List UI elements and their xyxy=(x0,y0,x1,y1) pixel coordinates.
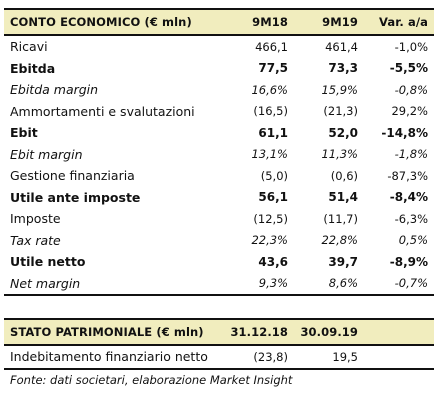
row-change: -1,0% xyxy=(394,39,428,54)
row-change: -0,8% xyxy=(394,82,428,97)
row-change: 0,5% xyxy=(398,233,428,248)
row-value: (12,5) xyxy=(253,211,288,226)
table-row: Ebitda margin 16,6% 15,9% -0,8% xyxy=(4,79,434,101)
row-value: 52,0 xyxy=(328,125,358,140)
header-var-aa: Var. a/a xyxy=(379,15,428,29)
row-value: 56,1 xyxy=(258,190,288,205)
table-row: Utile netto 43,6 39,7 -8,9% xyxy=(4,251,434,273)
row-label: Ricavi xyxy=(10,39,48,55)
row-value: 22,3% xyxy=(251,233,288,248)
row-value: (5,0) xyxy=(260,168,288,183)
table-row: Tax rate 22,3% 22,8% 0,5% xyxy=(4,230,434,252)
table-row: Net margin 9,3% 8,6% -0,7% xyxy=(4,272,434,296)
row-change: -5,5% xyxy=(389,61,428,76)
row-change: -6,3% xyxy=(394,211,428,226)
row-value: 16,6% xyxy=(251,82,288,97)
balance-sheet-header: STATO PATRIMONIALE (€ mln) 31.12.18 30.0… xyxy=(4,319,434,345)
header-9m19: 9M19 xyxy=(322,15,358,29)
row-value: 13,1% xyxy=(251,147,288,162)
row-change: -8,9% xyxy=(389,254,428,269)
income-statement-header: CONTO ECONOMICO (€ mln) 9M18 9M19 Var. a… xyxy=(4,9,434,35)
row-change: -87,3% xyxy=(387,168,428,183)
table-row: Ebit margin 13,1% 11,3% -1,8% xyxy=(4,144,434,166)
row-label: Ammortamenti e svalutazioni xyxy=(10,103,195,119)
table-row: Utile ante imposte 56,1 51,4 -8,4% xyxy=(4,187,434,209)
table-row: Ebit 61,1 52,0 -14,8% xyxy=(4,122,434,144)
row-value: (11,7) xyxy=(323,211,358,226)
row-value: (0,6) xyxy=(330,168,358,183)
header-31-12-18: 31.12.18 xyxy=(230,325,288,339)
row-value: 77,5 xyxy=(258,61,288,76)
row-value: 51,4 xyxy=(328,190,358,205)
income-statement-table: CONTO ECONOMICO (€ mln) 9M18 9M19 Var. a… xyxy=(4,8,434,296)
row-label: Utile ante imposte xyxy=(10,189,141,205)
row-change: 29,2% xyxy=(391,104,428,119)
row-value: 22,8% xyxy=(321,233,358,248)
balance-sheet-title: STATO PATRIMONIALE (€ mln) xyxy=(10,325,204,339)
row-label: Ebit margin xyxy=(10,146,83,162)
table-row: Gestione finanziaria (5,0) (0,6) -87,3% xyxy=(4,165,434,187)
balance-sheet-table: STATO PATRIMONIALE (€ mln) 31.12.18 30.0… xyxy=(4,318,434,370)
row-change: -1,8% xyxy=(394,147,428,162)
row-label: Tax rate xyxy=(10,232,61,248)
row-label: Ebitda margin xyxy=(10,82,99,98)
row-value: (16,5) xyxy=(253,104,288,119)
source-footnote: Fonte: dati societari, elaborazione Mark… xyxy=(10,373,293,387)
table-row: Ricavi 466,1 461,4 -1,0% xyxy=(4,35,434,58)
table-row: Imposte (12,5) (11,7) -6,3% xyxy=(4,208,434,230)
row-label: Ebit xyxy=(10,125,38,141)
row-value: 19,5 xyxy=(294,345,364,370)
table-row: Indebitamento finanziario netto (23,8) 19,… xyxy=(4,345,434,370)
row-value: 11,3% xyxy=(321,147,358,162)
row-value: 466,1 xyxy=(255,39,288,54)
table-row: Ebitda 77,5 73,3 -5,5% xyxy=(4,58,434,80)
row-value: 15,9% xyxy=(321,82,358,97)
row-value: 39,7 xyxy=(328,254,358,269)
row-label: Net margin xyxy=(4,272,224,296)
row-value: 43,6 xyxy=(258,254,288,269)
row-label: Indebitamento finanziario netto xyxy=(4,345,224,370)
row-label: Imposte xyxy=(10,211,61,227)
row-value: 61,1 xyxy=(258,125,288,140)
row-label: Utile netto xyxy=(10,254,86,270)
row-value: (21,3) xyxy=(323,104,358,119)
row-label: Gestione finanziaria xyxy=(10,168,135,184)
row-change: -0,7% xyxy=(364,272,434,296)
row-value: (23,8) xyxy=(224,345,294,370)
row-change: -8,4% xyxy=(389,190,428,205)
row-change xyxy=(364,345,434,370)
row-value: 9,3% xyxy=(224,272,294,296)
row-value: 73,3 xyxy=(328,61,358,76)
header-empty xyxy=(364,319,434,345)
row-value: 461,4 xyxy=(325,39,358,54)
row-label: Ebitda xyxy=(10,60,56,76)
header-9m18: 9M18 xyxy=(252,15,288,29)
income-statement-title: CONTO ECONOMICO (€ mln) xyxy=(10,15,192,29)
row-value: 8,6% xyxy=(294,272,364,296)
table-row: Ammortamenti e svalutazioni (16,5) (21,3) 2… xyxy=(4,101,434,123)
row-change: -14,8% xyxy=(381,125,428,140)
header-30-09-19: 30.09.19 xyxy=(300,325,358,339)
